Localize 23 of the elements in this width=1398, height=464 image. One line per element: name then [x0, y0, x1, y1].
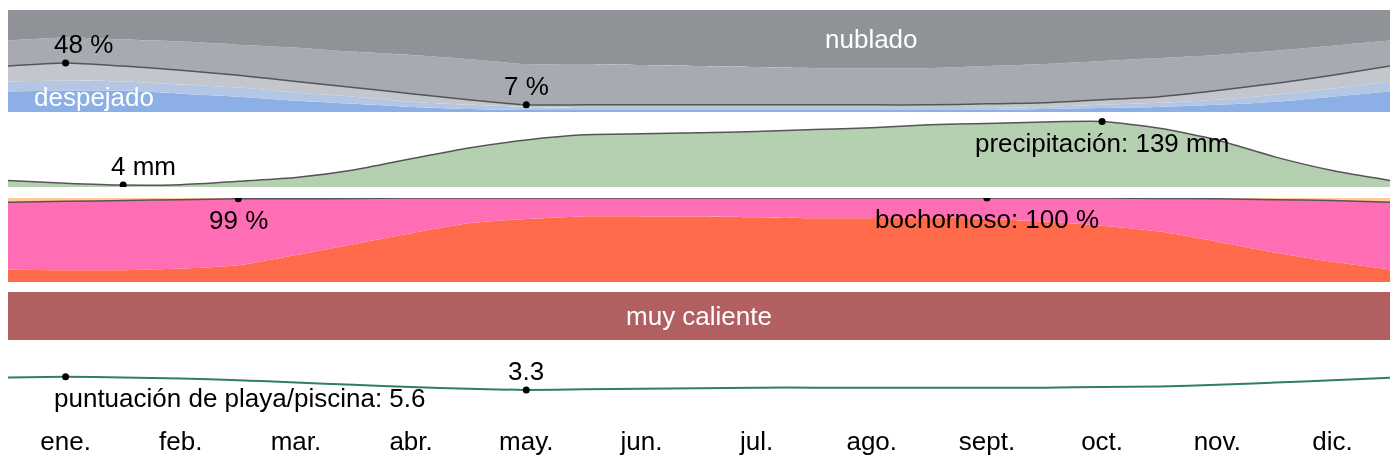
data-label: 99 %	[209, 205, 269, 235]
data-label: 4 mm	[111, 151, 176, 181]
x-tick-label: sept.	[958, 426, 1016, 456]
x-tick-label: jul.	[738, 426, 774, 456]
series-label: despejado	[34, 82, 154, 112]
x-tick-label: feb.	[159, 426, 203, 456]
x-tick-label: abr.	[389, 426, 433, 456]
x-tick-label: jun.	[619, 426, 663, 456]
x-tick-label: ago.	[846, 426, 898, 456]
data-label: bochornoso: 100 %	[875, 204, 1100, 234]
x-tick-label: ene.	[40, 426, 91, 456]
x-tick-label: dic.	[1312, 426, 1353, 456]
data-label: puntuación de playa/piscina: 5.6	[54, 383, 426, 413]
data-label: 7 %	[504, 71, 549, 101]
x-tick-label: may.	[499, 426, 554, 456]
data-label: 3.3	[508, 356, 545, 386]
x-tick-label: nov.	[1193, 426, 1241, 456]
x-tick-label: mar.	[270, 426, 322, 456]
x-tick-label: oct.	[1081, 426, 1124, 456]
series-label: nublado	[825, 24, 918, 54]
banner: muy caliente	[8, 292, 1390, 340]
data-label: 48 %	[54, 29, 114, 59]
data-label: precipitación: 139 mm	[975, 128, 1230, 158]
